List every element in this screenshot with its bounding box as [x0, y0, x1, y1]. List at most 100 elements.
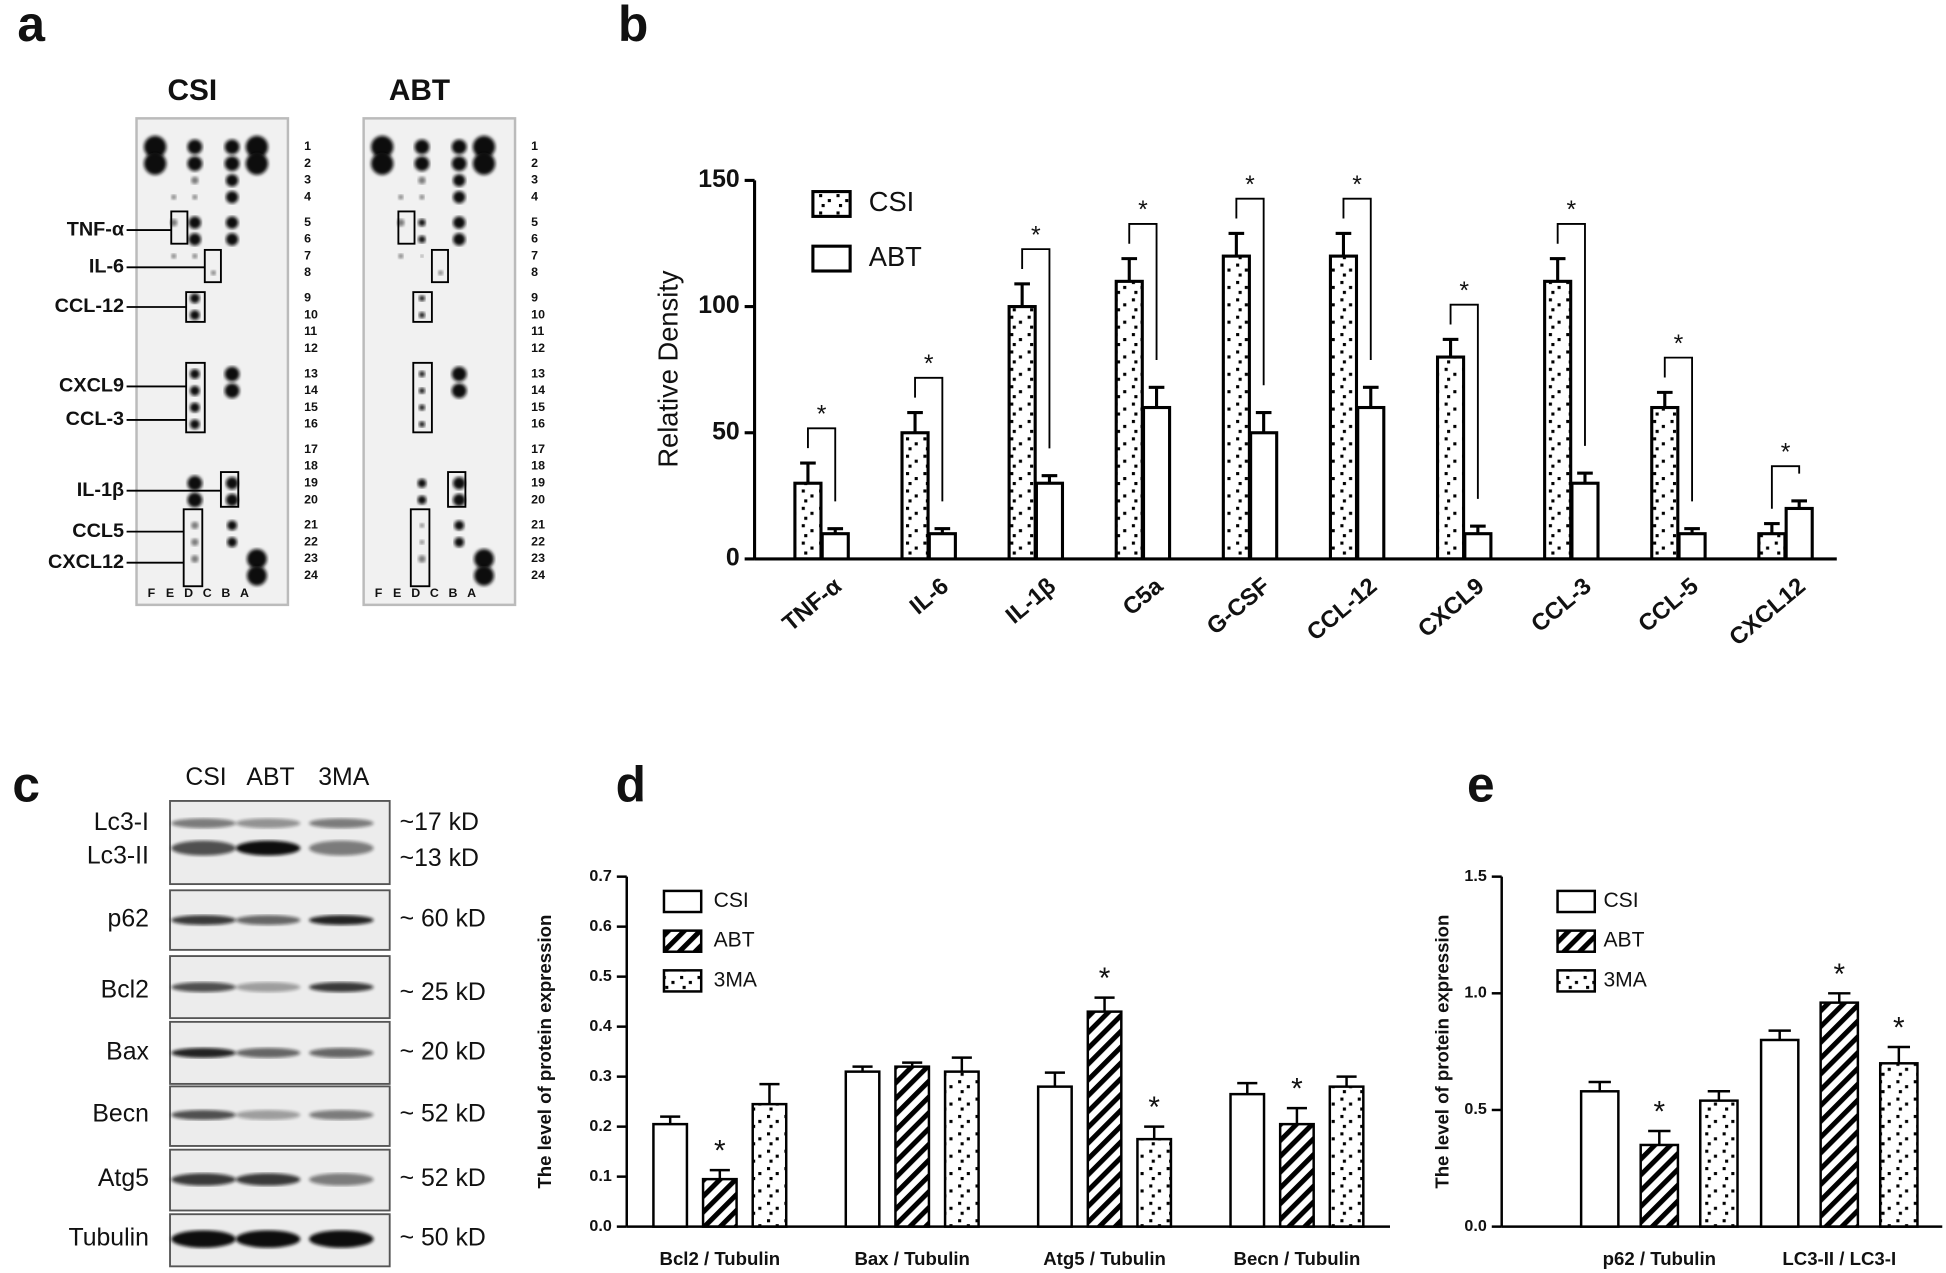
row-number: 4	[531, 189, 538, 203]
y-tick-label: 0.4	[589, 1017, 611, 1035]
x-tick-label: CCL-3	[1526, 572, 1596, 637]
blot-band	[309, 818, 374, 829]
y-axis-label: The level of protein expression	[1431, 915, 1452, 1189]
bar	[1819, 1001, 1860, 1228]
x-tick-label: CXCL12	[1724, 572, 1810, 650]
bar	[1278, 1122, 1315, 1228]
cytokine-label: CCL-3	[66, 408, 124, 430]
blot-spot	[452, 174, 466, 187]
column-letter: E	[393, 586, 401, 600]
blot-spot	[224, 383, 240, 399]
column-letter: F	[148, 586, 156, 600]
panel-label: c	[12, 757, 40, 813]
blot-spot	[189, 385, 200, 396]
bar	[1463, 532, 1493, 561]
protein-label: p62	[108, 906, 149, 933]
blot-spot	[210, 270, 216, 276]
blot-spot	[371, 135, 394, 159]
blot-spot	[454, 537, 465, 548]
row-number: 22	[531, 534, 545, 548]
protein-label: Bax	[106, 1038, 149, 1065]
bar	[652, 1122, 689, 1228]
bar	[1435, 355, 1466, 561]
blot-band	[235, 982, 301, 993]
y-tick-label: 150	[698, 166, 739, 193]
blot-band	[235, 1047, 301, 1058]
blot-spot	[452, 233, 466, 246]
highlight-box	[412, 361, 433, 434]
x-tick-label: Bcl2 / Tubulin	[660, 1248, 781, 1269]
row-number: 16	[531, 417, 545, 431]
highlight-box	[203, 248, 222, 284]
significance-star: *	[1031, 222, 1041, 249]
blot-spot	[227, 520, 238, 531]
x-tick-label: p62 / Tubulin	[1603, 1248, 1716, 1269]
cytokine-label: CXCL12	[48, 551, 124, 573]
significance-bracket	[807, 427, 837, 502]
blot-spot	[245, 135, 269, 159]
bar	[844, 1070, 881, 1228]
blot-band	[309, 840, 374, 856]
legend-swatch	[1556, 969, 1597, 993]
bar	[1784, 506, 1814, 561]
dot-blot-panel: CSI1234567891011121314151617181920212223…	[48, 74, 545, 607]
bar	[1034, 481, 1065, 561]
significance-star: *	[1654, 1095, 1666, 1128]
blot-spot	[451, 366, 467, 382]
blot-spot	[418, 421, 425, 428]
blot-spot	[451, 383, 467, 399]
x-tick-label: Becn / Tubulin	[1234, 1248, 1361, 1269]
highlight-box	[397, 210, 416, 245]
row-number: 16	[304, 417, 318, 431]
blot-spot	[418, 176, 426, 185]
row-number: 7	[304, 248, 311, 262]
significance-star: *	[714, 1135, 726, 1168]
size-label: ~ 60 kD	[400, 906, 486, 933]
blot-spot	[418, 295, 425, 302]
y-tick-label: 100	[698, 292, 739, 319]
highlight-box	[412, 291, 433, 323]
blot-spot	[187, 156, 203, 172]
x-tick-label: CXCL9	[1413, 572, 1489, 642]
protein-label: Becn	[92, 1100, 149, 1127]
column-letter: D	[411, 586, 420, 600]
row-number: 1	[531, 139, 538, 153]
blot-spot	[418, 555, 426, 563]
highlight-box	[219, 471, 240, 508]
blot-spot	[192, 194, 198, 200]
row-number: 21	[304, 518, 318, 532]
bar	[1328, 1085, 1365, 1228]
blot-band	[171, 1047, 236, 1058]
x-tick-label: IL-1β	[1001, 572, 1061, 628]
size-label: ~ 52 kD	[400, 1100, 486, 1127]
y-tick-label: 0.5	[589, 967, 611, 985]
blot-spot	[452, 493, 466, 507]
blot-spot	[419, 523, 425, 528]
row-number: 13	[531, 366, 545, 380]
row-number: 12	[304, 341, 318, 355]
panel-label: d	[616, 757, 646, 813]
bar	[1757, 532, 1787, 561]
row-number: 6	[531, 232, 538, 246]
lane-label: ABT	[246, 764, 294, 791]
cytokine-label: CXCL9	[59, 375, 124, 397]
blot-spot	[191, 555, 199, 563]
significance-bracket	[1342, 197, 1372, 361]
legend-label: CSI	[869, 186, 915, 217]
blot-band	[309, 1109, 374, 1120]
row-number: 20	[304, 492, 318, 506]
row-number: 11	[304, 324, 317, 338]
size-label: ~17 kD	[400, 809, 479, 836]
cytokine-label: CCL5	[72, 520, 124, 542]
legend-label: CSI	[714, 889, 749, 912]
bar	[1543, 279, 1573, 561]
blot-band	[235, 1230, 301, 1248]
legend-label: 3MA	[1603, 968, 1647, 991]
highlight-box	[170, 210, 189, 245]
size-label: ~13 kD	[400, 845, 479, 872]
row-number: 13	[304, 366, 318, 380]
blot-spot	[225, 233, 239, 246]
significance-bracket	[1556, 222, 1586, 446]
blot-spot	[452, 216, 466, 229]
blot-spot	[438, 270, 444, 276]
